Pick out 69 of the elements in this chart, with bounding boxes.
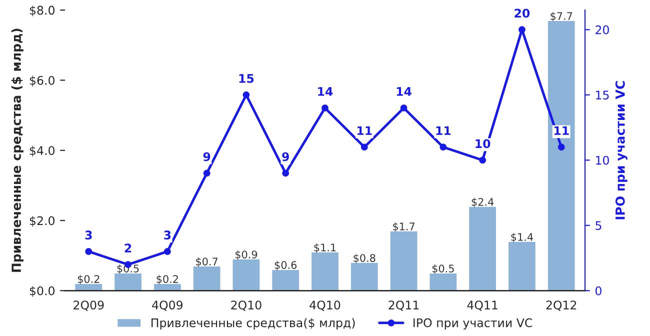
data-label: 14	[396, 87, 412, 96]
data-label: 11	[358, 126, 372, 135]
data-label: 11	[554, 126, 569, 135]
data-label: $0.7	[196, 257, 218, 267]
data-label: $1.7	[393, 222, 414, 232]
y-tick-label: $4.0	[30, 146, 54, 157]
point	[518, 26, 526, 34]
y2-tick-label: 15	[596, 90, 609, 100]
x-tick-label: 4Q10	[310, 300, 340, 311]
point	[322, 104, 328, 112]
data-label: $0.6	[274, 260, 297, 270]
bar	[468, 206, 497, 291]
x-tick-label: 4Q09	[152, 300, 183, 311]
point	[85, 248, 92, 255]
data-label: 15	[239, 74, 254, 83]
data-label: $0.9	[235, 250, 258, 260]
y-tick-label: $6.0	[30, 76, 54, 86]
data-label: $0.8	[354, 254, 376, 264]
data-label: 9	[203, 152, 210, 162]
bar	[310, 252, 340, 291]
point	[242, 91, 250, 98]
data-label: $2.4	[472, 198, 494, 208]
bar	[192, 266, 221, 291]
y-tick-label: $2.0	[30, 216, 54, 227]
data-label: $0.2	[78, 274, 100, 284]
bar	[508, 241, 536, 291]
bar	[271, 269, 300, 291]
data-label: $1.1	[314, 243, 336, 253]
bar	[429, 272, 458, 291]
legend-label: IPO при участии VC	[414, 318, 532, 330]
y-tick-label: $0.0	[30, 286, 54, 297]
data-label: 14	[318, 87, 333, 96]
point	[203, 170, 210, 177]
y2-tick-label: 0	[596, 286, 602, 296]
point	[440, 144, 447, 151]
y2-tick-label: 10	[596, 156, 609, 165]
point	[479, 156, 486, 164]
point	[360, 144, 368, 151]
x-tick-label: 4Q11	[467, 300, 498, 311]
bar	[350, 262, 379, 291]
data-label: $0.2	[156, 274, 178, 284]
data-label: $0.5	[432, 264, 454, 274]
data-label: 3	[164, 230, 171, 240]
y2-axis-title: IPO при участии VC	[615, 81, 628, 220]
point	[282, 170, 290, 177]
point	[400, 104, 408, 112]
x-tick-label: 2Q11	[388, 300, 419, 311]
point	[164, 248, 171, 255]
x-tick-label: 2Q09	[74, 300, 104, 311]
bar	[390, 230, 418, 291]
data-label: 11	[436, 126, 451, 135]
data-label: 9	[282, 152, 289, 162]
data-label: 20	[514, 8, 530, 18]
x-tick-label: 2Q10	[231, 300, 262, 311]
data-label: 2	[124, 244, 132, 252]
legend-label: Привлеченные средства($ млрд)	[152, 318, 355, 330]
data-label: $1.4	[511, 232, 533, 242]
data-label: $7.7	[550, 12, 572, 22]
data-label: 10	[476, 139, 490, 148]
bar	[232, 258, 260, 291]
y-axis-title: Привлеченные средства ($ млрд)	[11, 28, 24, 272]
data-label: 3	[85, 230, 92, 240]
point	[558, 144, 565, 151]
x-tick-label: 2Q12	[546, 300, 576, 311]
bar	[114, 272, 142, 291]
y2-tick-label: 20	[596, 25, 609, 34]
bar	[547, 20, 576, 291]
y-tick-label: $8.0	[30, 6, 54, 16]
y2-tick-label: 5	[596, 221, 602, 230]
